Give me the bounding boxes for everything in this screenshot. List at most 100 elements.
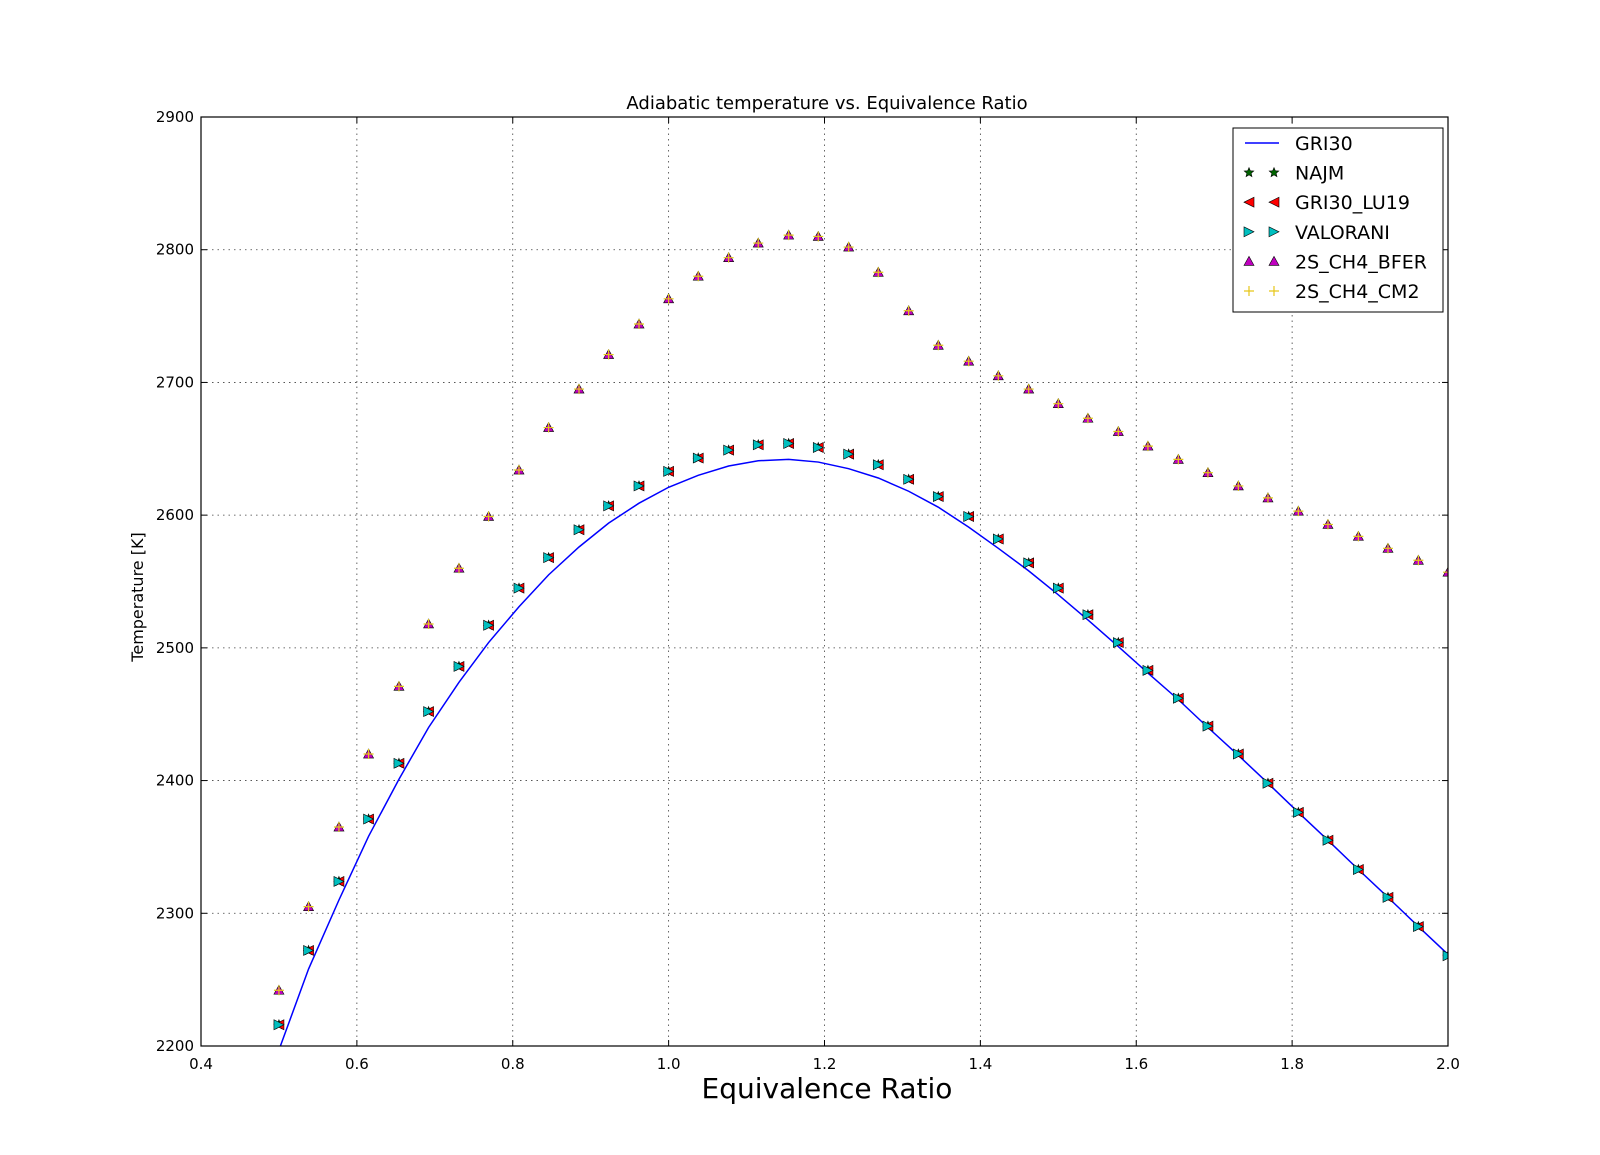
legend-marker [1268, 226, 1280, 238]
data-point [634, 319, 645, 330]
data-point [843, 448, 855, 460]
data-point [1113, 426, 1124, 437]
data-point [993, 533, 1004, 545]
data-point [393, 757, 405, 769]
y-tick-label: 2900 [156, 108, 194, 126]
legend-marker [1268, 166, 1280, 178]
data-point [663, 465, 675, 477]
data-point [963, 356, 974, 367]
x-tick-label: 1.6 [1124, 1055, 1148, 1073]
y-tick-label: 2300 [156, 904, 194, 922]
data-point [903, 473, 915, 485]
y-axis-label: Temperature [K] [128, 532, 147, 662]
legend-marker [1243, 226, 1255, 238]
y-tick-label: 2700 [156, 373, 194, 391]
data-point [573, 524, 585, 536]
legend-item-2s-ch4-bfer: 2S_CH4_BFER [1243, 251, 1427, 273]
data-point [723, 252, 734, 263]
legend-label: GRI30 [1295, 133, 1353, 155]
data-point [1322, 834, 1334, 846]
y-tick-label: 2400 [156, 772, 194, 790]
data-point [993, 370, 1004, 381]
data-point [453, 563, 464, 574]
series-2s-ch4-bfer [273, 229, 1448, 995]
data-point [1322, 519, 1333, 530]
data-point [1023, 384, 1034, 395]
data-point [363, 813, 375, 825]
y-tick-label: 2600 [156, 506, 194, 524]
series-gri30 [279, 458, 1448, 1046]
data-point [423, 618, 434, 629]
legend: GRI30 NAJM GRI30_LU19 VALORANI 2S_CH4_BFER 2S… [1232, 127, 1444, 313]
data-point [1173, 692, 1185, 704]
data-point [1142, 441, 1153, 452]
data-point [1262, 492, 1273, 503]
data-point [1413, 921, 1425, 933]
data-point [513, 465, 524, 476]
series-valorani [273, 437, 1448, 1031]
data-point [1023, 557, 1035, 569]
plot-area [273, 229, 1448, 1046]
data-point [813, 231, 824, 242]
legend-item-valorani: VALORANI [1243, 222, 1390, 244]
legend-marker [1243, 166, 1255, 178]
y-tick-label: 2500 [156, 639, 194, 657]
data-point [333, 875, 345, 887]
data-point [1353, 531, 1364, 542]
legend-marker [1243, 255, 1255, 266]
data-point [1233, 480, 1244, 491]
legend-label: VALORANI [1295, 222, 1390, 244]
series-najm [273, 437, 1448, 1030]
legend-label: NAJM [1295, 163, 1344, 185]
legend-item-najm: NAJM [1243, 163, 1344, 185]
data-point [1142, 664, 1154, 676]
data-point [1442, 950, 1448, 962]
legend-label: 2S_CH4_CM2 [1295, 281, 1420, 303]
data-point [843, 242, 854, 253]
data-point [692, 452, 704, 464]
series-line [279, 458, 1448, 1046]
legend-marker [1244, 286, 1254, 296]
data-point [963, 510, 975, 522]
data-point [1353, 864, 1365, 875]
data-point [1233, 748, 1245, 760]
data-point [633, 480, 645, 492]
data-point [393, 681, 404, 692]
data-point [1082, 609, 1094, 621]
data-point [1382, 891, 1394, 903]
data-point [933, 340, 944, 351]
data-point [1382, 543, 1393, 554]
legend-box [1232, 127, 1444, 313]
data-point [1053, 582, 1064, 594]
data-point [903, 305, 914, 316]
x-axis-label: Equivalence Ratio [702, 1072, 953, 1105]
legend-item-2s-ch4-cm2: 2S_CH4_CM2 [1244, 281, 1420, 303]
series-2s-ch4-cm2 [273, 230, 1448, 996]
data-point [1202, 720, 1214, 732]
x-tick-label: 2.0 [1436, 1055, 1460, 1073]
series-gri30-lu19 [273, 437, 1448, 1031]
data-point [872, 459, 884, 471]
data-point [1413, 555, 1424, 566]
data-point [1053, 398, 1064, 409]
x-tick-label: 0.6 [345, 1055, 369, 1073]
data-point [363, 749, 374, 760]
data-point [303, 944, 315, 956]
data-point [513, 582, 525, 594]
data-point [1173, 454, 1184, 465]
data-point [873, 267, 884, 278]
x-tick-label: 1.0 [657, 1055, 681, 1073]
data-point [483, 619, 495, 631]
data-point [723, 444, 735, 456]
data-point [273, 1019, 285, 1031]
chart-title: Adiabatic temperature vs. Equivalence Ra… [626, 93, 1027, 114]
data-point [783, 437, 795, 449]
data-point [573, 384, 584, 395]
data-point [1082, 413, 1093, 424]
x-tick-label: 0.4 [189, 1055, 213, 1073]
legend-marker [1269, 286, 1279, 296]
data-point [1262, 777, 1274, 789]
legend-label: GRI30_LU19 [1295, 192, 1410, 214]
